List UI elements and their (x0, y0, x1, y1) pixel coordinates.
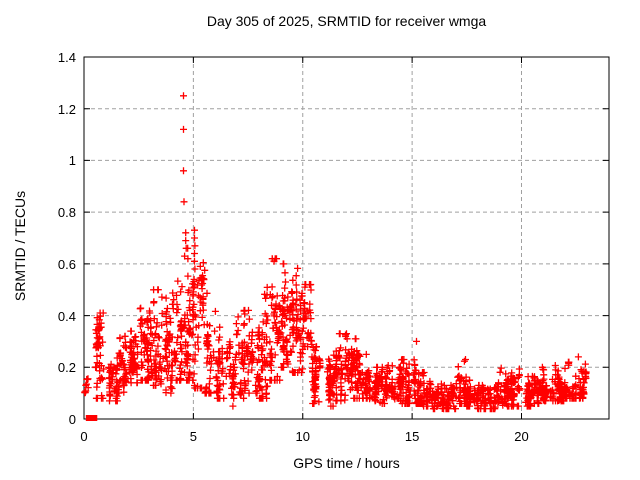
x-tick-label: 5 (189, 429, 197, 444)
y-tick-label: 1.4 (57, 50, 76, 65)
scatter-points (81, 92, 590, 413)
y-tick-label: 0.4 (57, 308, 76, 324)
chart-title: Day 305 of 2025, SRMTID for receiver wmg… (206, 13, 487, 29)
x-tick-label: 0 (80, 429, 88, 444)
x-tick-label: 15 (404, 429, 420, 444)
x-tick-label: 10 (295, 429, 310, 444)
y-tick-label: 0.6 (57, 256, 76, 272)
y-tick-label: 1.2 (57, 101, 76, 117)
zero-square-marker (91, 415, 98, 421)
x-tick-label: 20 (514, 429, 529, 444)
zero-square-marker (85, 415, 92, 421)
x-axis-label: GPS time / hours (293, 455, 400, 471)
y-tick-label: 0.8 (57, 205, 76, 221)
plot-border (83, 56, 610, 420)
y-tick-label: 0 (68, 412, 76, 427)
y-tick-label: 1 (68, 153, 76, 169)
y-tick-label: 0.2 (57, 360, 76, 376)
